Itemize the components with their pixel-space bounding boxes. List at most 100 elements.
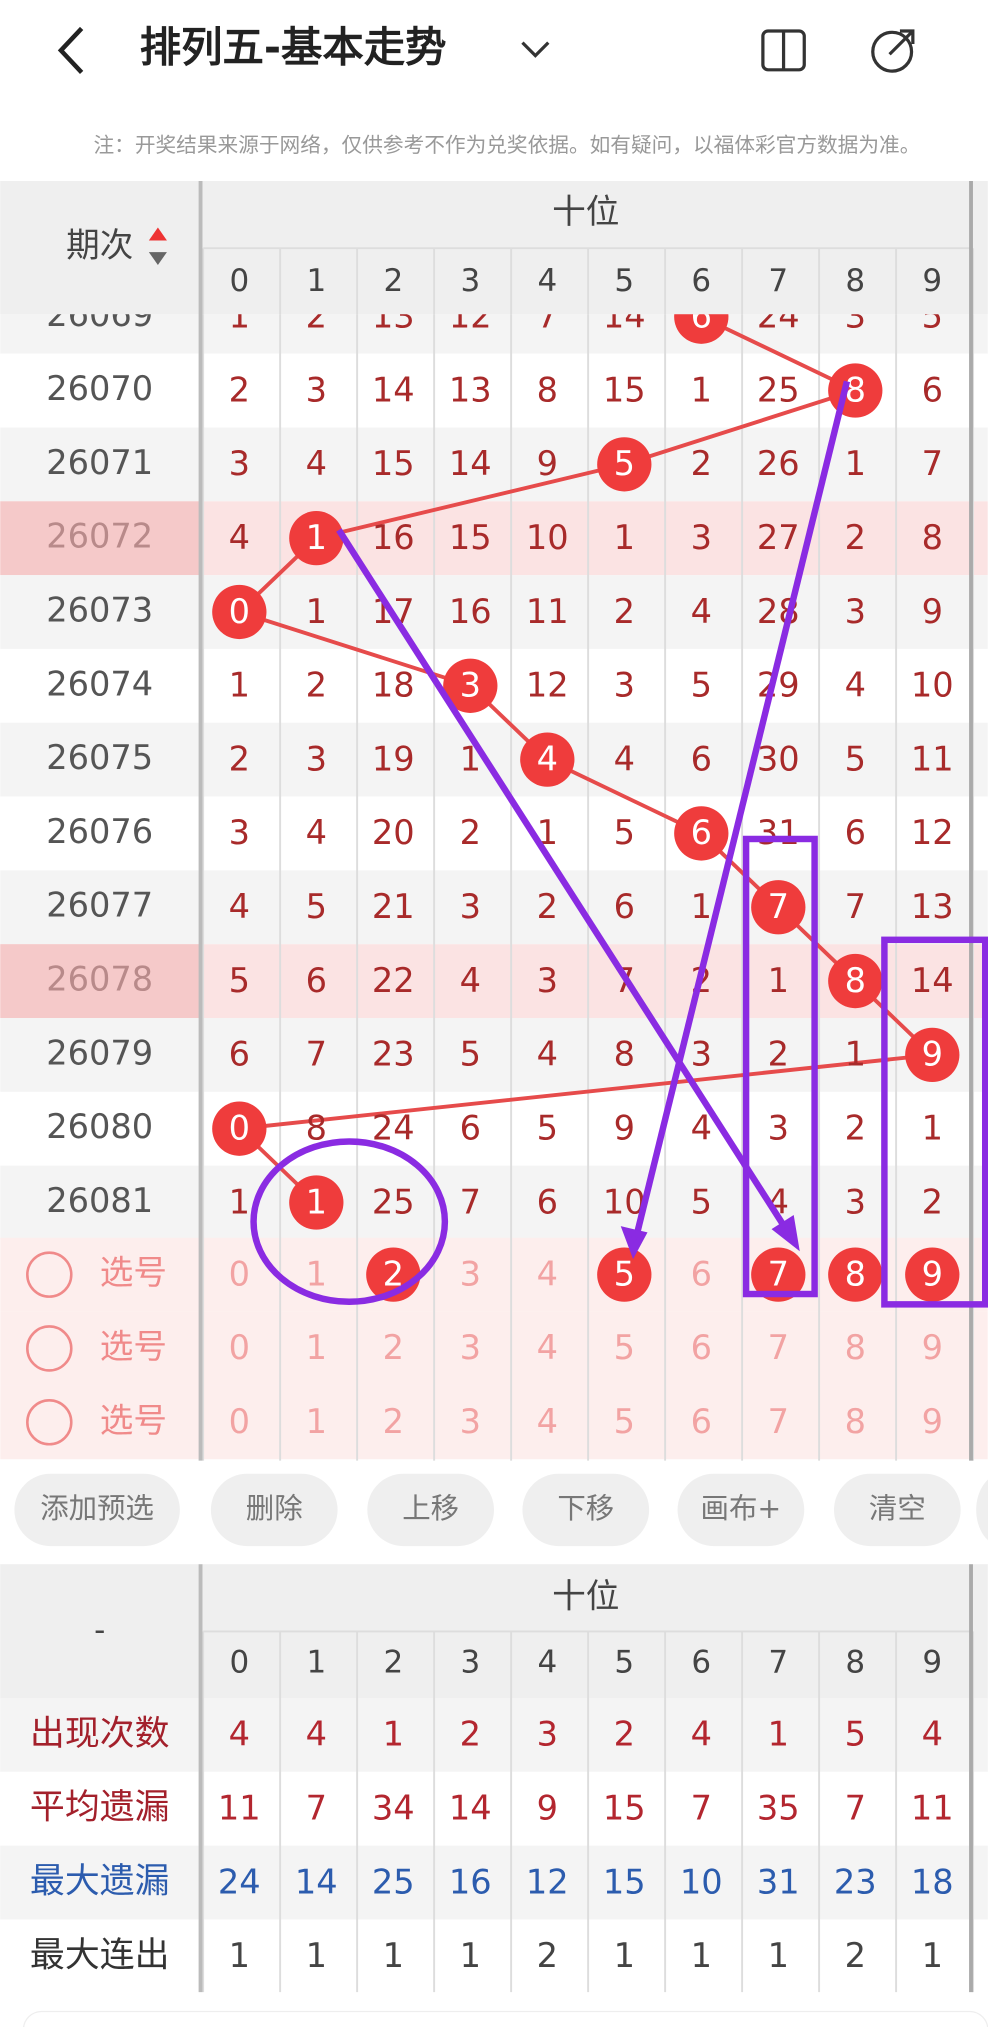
- pick-label: 选号: [100, 1327, 167, 1366]
- pick-cell[interactable]: 2: [383, 1402, 404, 1441]
- cell-value: 30: [757, 739, 800, 778]
- cell-value: 4: [306, 813, 327, 852]
- pick-cell[interactable]: 8: [845, 1254, 866, 1293]
- dropdown-icon[interactable]: [521, 41, 550, 58]
- cell-value: 1: [229, 1182, 250, 1221]
- stats-value: 4: [229, 1715, 250, 1754]
- pick-ball[interactable]: [905, 1247, 960, 1302]
- pick-checkbox[interactable]: [26, 1398, 73, 1446]
- cell-value: 1: [306, 518, 327, 557]
- button-label[interactable]: 下移: [557, 1492, 614, 1525]
- issue-number: 26081: [46, 1181, 153, 1220]
- cell-value: 0: [229, 1108, 250, 1147]
- pick-cell[interactable]: 4: [537, 1254, 558, 1293]
- pick-cell[interactable]: 1: [306, 1402, 327, 1441]
- pick-cell[interactable]: 3: [460, 1328, 481, 1367]
- button-label[interactable]: 添加预选: [40, 1492, 154, 1525]
- cell-value: 7: [537, 297, 558, 336]
- pick-cell[interactable]: 8: [845, 1402, 866, 1441]
- stats-value: 2: [537, 1936, 558, 1975]
- button[interactable]: [210, 1473, 338, 1547]
- cell-value: 6: [691, 739, 712, 778]
- share-icon[interactable]: [871, 30, 914, 73]
- digit-header: 4: [537, 263, 557, 299]
- button-label[interactable]: 删除: [246, 1492, 303, 1525]
- pick-cell[interactable]: 6: [691, 1254, 712, 1293]
- cell-value: 3: [691, 518, 712, 557]
- pick-cell[interactable]: 5: [614, 1254, 635, 1293]
- pick-checkbox[interactable]: [26, 1325, 73, 1372]
- cell-value: 8: [614, 1035, 635, 1074]
- stats-row-bg: [0, 1698, 988, 1772]
- button-partial[interactable]: [976, 1474, 988, 1546]
- issue-number: 26075: [46, 738, 153, 777]
- row-bg: [0, 722, 988, 797]
- cell-value: 4: [460, 961, 481, 1000]
- cell-value: 4: [691, 592, 712, 631]
- pick-cell[interactable]: 2: [383, 1328, 404, 1367]
- issue-number: 26076: [46, 812, 153, 851]
- pick-cell[interactable]: 7: [768, 1402, 789, 1441]
- stats-value: 4: [306, 1715, 327, 1754]
- cell-value: 16: [372, 518, 415, 557]
- cell-value: 12: [911, 813, 954, 852]
- digit-header: 5: [614, 1645, 634, 1681]
- pick-cell[interactable]: 4: [537, 1402, 558, 1441]
- stats-value: 1: [768, 1936, 789, 1975]
- sort-down[interactable]: [148, 252, 167, 266]
- pick-cell[interactable]: 5: [614, 1402, 635, 1441]
- row-bg: [0, 575, 988, 649]
- issue-number: 26077: [46, 886, 153, 925]
- button[interactable]: [367, 1473, 494, 1547]
- cell-value: 13: [911, 887, 954, 926]
- pick-cell[interactable]: 4: [537, 1328, 558, 1367]
- button-label[interactable]: 清空: [869, 1492, 926, 1525]
- cell-value: 9: [537, 444, 558, 483]
- button[interactable]: [677, 1473, 805, 1547]
- pick-cell[interactable]: 7: [768, 1328, 789, 1367]
- pick-cell[interactable]: 2: [383, 1254, 404, 1293]
- pick-cell[interactable]: 6: [691, 1402, 712, 1441]
- pick-ball[interactable]: [828, 1247, 883, 1302]
- annotation-box: [742, 835, 818, 1298]
- pick-cell[interactable]: 6: [691, 1328, 712, 1367]
- pick-ball[interactable]: [597, 1247, 652, 1302]
- button[interactable]: [833, 1473, 961, 1547]
- pick-ball[interactable]: [751, 1247, 806, 1302]
- cell-value: 7: [768, 887, 789, 926]
- digit-header: 9: [922, 263, 942, 299]
- stats-value: 4: [922, 1715, 943, 1754]
- ball: [751, 880, 806, 935]
- pick-cell[interactable]: 0: [229, 1328, 250, 1367]
- pick-cell[interactable]: 0: [229, 1254, 250, 1293]
- stats-row-bg: [0, 1919, 988, 1994]
- sort-up[interactable]: [148, 227, 167, 241]
- stats-value: 18: [911, 1862, 954, 1901]
- share-arrow: [888, 29, 915, 56]
- pick-cell[interactable]: 3: [460, 1254, 481, 1293]
- pick-cell[interactable]: 1: [306, 1328, 327, 1367]
- pick-cell[interactable]: 0: [229, 1402, 250, 1441]
- pick-cell[interactable]: 5: [614, 1328, 635, 1367]
- button[interactable]: [522, 1473, 650, 1547]
- stats-value: 2: [845, 1936, 866, 1975]
- pick-cell[interactable]: 3: [460, 1402, 481, 1441]
- button-label[interactable]: 上移: [402, 1492, 459, 1525]
- button[interactable]: [14, 1473, 180, 1547]
- pick-cell[interactable]: 8: [845, 1328, 866, 1367]
- cell-value: 2: [306, 297, 327, 336]
- cell-value: 7: [460, 1182, 481, 1221]
- pick-cell[interactable]: 1: [306, 1254, 327, 1293]
- pick-checkbox[interactable]: [26, 1251, 73, 1298]
- pick-cell[interactable]: 9: [922, 1402, 943, 1441]
- cell-value: 8: [845, 961, 866, 1000]
- pick-cell[interactable]: 7: [768, 1254, 789, 1293]
- row-label-bg: [0, 944, 201, 1019]
- button-label[interactable]: 画布+: [701, 1492, 782, 1525]
- pick-cell[interactable]: 9: [922, 1254, 943, 1293]
- cell-value: 6: [460, 1108, 481, 1147]
- back-button[interactable]: [57, 26, 84, 74]
- pick-cell[interactable]: 9: [922, 1328, 943, 1367]
- row-bg: [0, 1165, 988, 1240]
- annotation-circle: [250, 1138, 449, 1306]
